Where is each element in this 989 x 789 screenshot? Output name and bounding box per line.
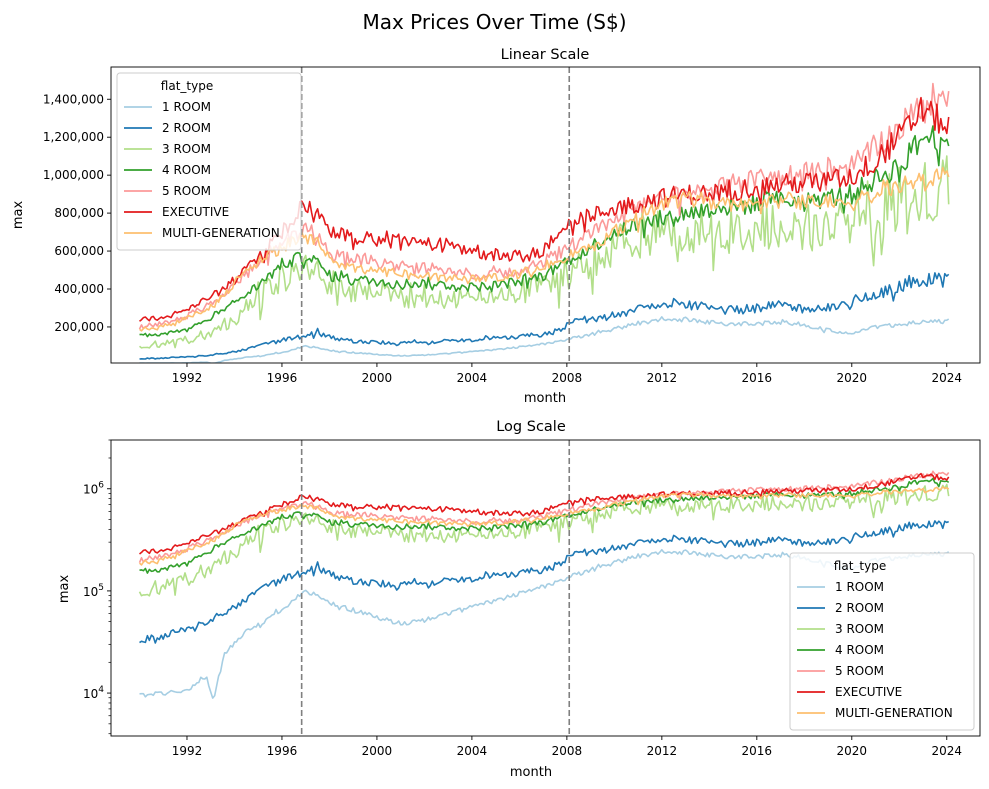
linear-y-tick-label: 1,000,000 xyxy=(43,168,104,182)
linear-x-tick-label: 2020 xyxy=(837,371,868,385)
log-legend-label: 2 ROOM xyxy=(835,601,884,615)
log-y-tick-exponent: 5 xyxy=(98,583,104,593)
linear-legend-title: flat_type xyxy=(161,79,213,93)
linear-y-tick-label: 1,400,000 xyxy=(43,92,104,106)
linear-x-tick-label: 2024 xyxy=(931,371,962,385)
linear-legend-label: 2 ROOM xyxy=(162,121,211,135)
log-series-executive xyxy=(139,472,950,555)
log-y-tick-exponent: 4 xyxy=(98,685,104,695)
log-y-tick-label: 106 xyxy=(83,481,104,497)
linear-legend-box xyxy=(116,72,302,251)
linear-y-axis-label: max xyxy=(11,201,26,230)
linear-legend-label: EXECUTIVE xyxy=(162,205,229,219)
linear-x-tick-label: 2012 xyxy=(647,371,678,385)
log-series-2-room xyxy=(139,520,950,644)
linear-y-tick-label: 800,000 xyxy=(54,206,104,220)
linear-y-tick-label: 1,200,000 xyxy=(43,130,104,144)
log-x-tick-label: 2000 xyxy=(362,744,393,758)
log-x-tick-label: 2020 xyxy=(837,744,868,758)
log-legend-label: 5 ROOM xyxy=(835,664,884,678)
log-legend-label: 3 ROOM xyxy=(835,622,884,636)
log-y-axis-label: max xyxy=(57,575,72,604)
log-x-tick-label: 2016 xyxy=(742,744,773,758)
linear-y-tick-label: 200,000 xyxy=(54,320,104,334)
linear-legend-label: 5 ROOM xyxy=(162,184,211,198)
linear-y-tick-label: 400,000 xyxy=(54,282,104,296)
log-legend-label: EXECUTIVE xyxy=(835,685,902,699)
log-y-tick-label: 104 xyxy=(83,685,104,701)
log-x-tick-label: 1992 xyxy=(172,744,203,758)
linear-legend-label: 1 ROOM xyxy=(162,100,211,114)
linear-legend-label: MULTI-GENERATION xyxy=(162,226,280,240)
log-series-3-room xyxy=(138,483,950,597)
linear-legend-label: 4 ROOM xyxy=(162,163,211,177)
linear-x-tick-label: 2000 xyxy=(362,371,393,385)
linear-series-1-room xyxy=(139,316,950,363)
log-axes-frame xyxy=(110,439,981,737)
linear-panel-title: Linear Scale xyxy=(501,47,590,63)
linear-x-axis-label: month xyxy=(524,391,566,406)
linear-x-tick-label: 2004 xyxy=(457,371,488,385)
linear-x-tick-label: 2008 xyxy=(552,371,583,385)
linear-x-tick-label: 1992 xyxy=(172,371,203,385)
log-x-tick-label: 2008 xyxy=(552,744,583,758)
log-panel-title: Log Scale xyxy=(496,419,566,435)
log-x-tick-label: 2012 xyxy=(647,744,678,758)
linear-series-2-room xyxy=(139,272,950,360)
log-legend-label: 1 ROOM xyxy=(835,580,884,594)
log-x-tick-label: 1996 xyxy=(267,744,298,758)
log-x-axis-label: month xyxy=(510,765,552,780)
log-x-tick-label: 2004 xyxy=(457,744,488,758)
linear-x-tick-label: 2016 xyxy=(742,371,773,385)
log-legend-label: MULTI-GENERATION xyxy=(835,706,953,720)
log-legend-title: flat_type xyxy=(834,559,886,573)
log-y-tick-exponent: 6 xyxy=(98,481,104,491)
figure-title: Max Prices Over Time (S$) xyxy=(362,10,626,34)
linear-legend: flat_type 1 ROOM 2 ROOM 3 ROOM 4 ROOM 5 ROOM E… xyxy=(116,72,302,251)
linear-y-tick-label: 600,000 xyxy=(54,244,104,258)
linear-scale-panel: Linear Scale month max 1992 1996 2000 2004 2… xyxy=(11,47,981,406)
log-series-4-room xyxy=(139,477,950,574)
log-y-tick-label: 105 xyxy=(83,583,104,599)
linear-series-4-room xyxy=(139,125,950,338)
log-series-multi-generation xyxy=(138,486,950,566)
log-scale-panel: Log Scale month max 1992 1996 2000 2004 2008… xyxy=(57,419,981,780)
log-legend-box xyxy=(789,552,975,731)
log-legend-label: 4 ROOM xyxy=(835,643,884,657)
linear-axes-frame xyxy=(110,66,981,364)
linear-legend-label: 3 ROOM xyxy=(162,142,211,156)
linear-x-tick-label: 1996 xyxy=(267,371,298,385)
log-x-tick-label: 2024 xyxy=(931,744,962,758)
log-legend: flat_type 1 ROOM 2 ROOM 3 ROOM 4 ROOM 5 ROOM E… xyxy=(789,552,975,731)
linear-series-3-room xyxy=(139,155,950,349)
